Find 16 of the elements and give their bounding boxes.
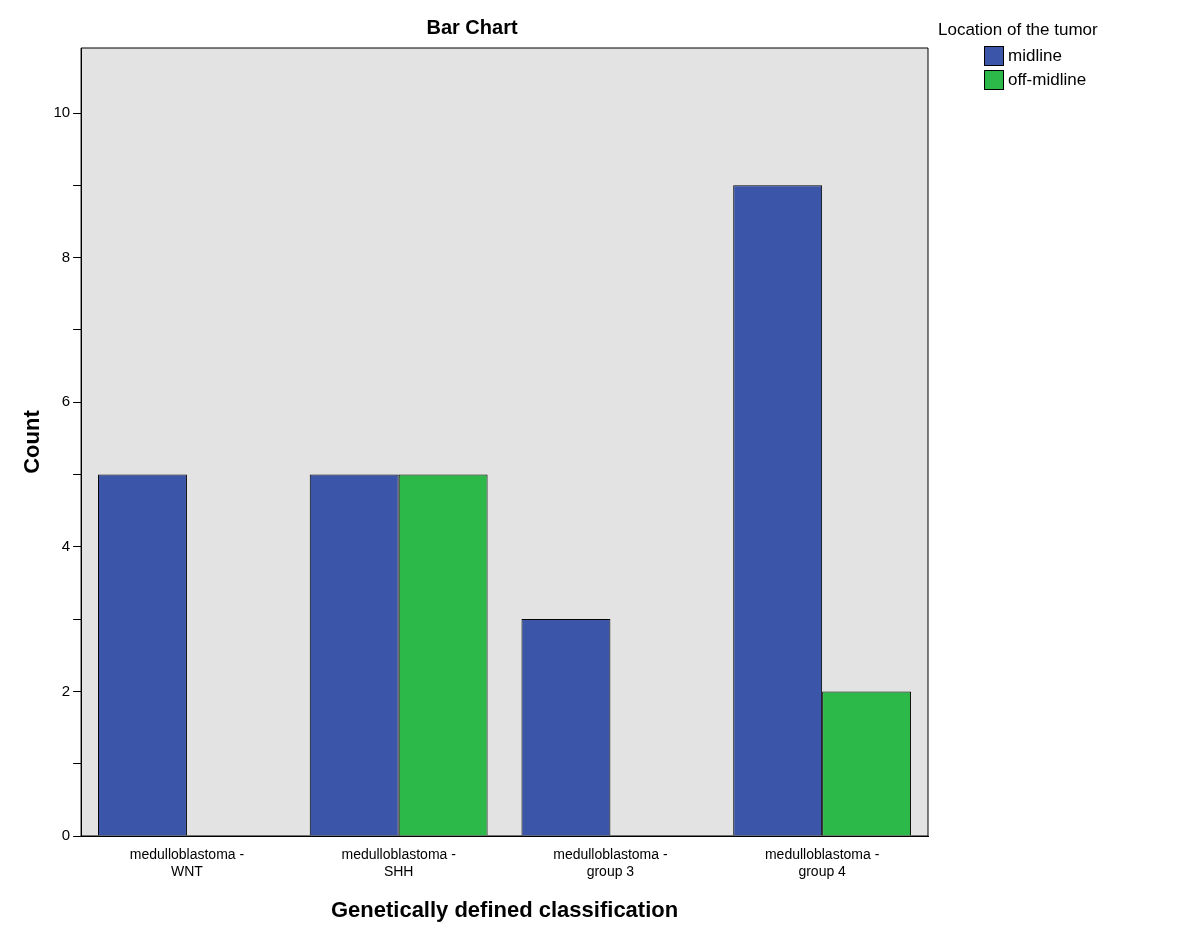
chart-title: Bar Chart bbox=[426, 15, 518, 38]
legend-title: Location of the tumor bbox=[938, 20, 1098, 40]
y-axis-title: Count bbox=[19, 409, 45, 474]
y-tick-label: 0 bbox=[61, 826, 71, 844]
x-tick-label: medulloblastoma - WNT bbox=[129, 846, 245, 880]
x-tick-label: medulloblastoma - group 3 bbox=[553, 846, 668, 880]
y-tick-label: 4 bbox=[61, 536, 71, 554]
y-tick-label: 6 bbox=[61, 392, 71, 410]
legend-label: midline bbox=[1008, 46, 1062, 66]
y-tick-label: 10 bbox=[53, 103, 71, 121]
x-tick-label: medulloblastoma - SHH bbox=[341, 846, 457, 880]
x-tick-label: medulloblastoma - group 4 bbox=[764, 846, 880, 880]
x-axis-title: Genetically defined classification bbox=[330, 896, 679, 922]
legend-label: off-midline bbox=[1008, 70, 1087, 90]
y-tick-label: 8 bbox=[61, 247, 71, 265]
y-tick-label: 2 bbox=[61, 681, 71, 699]
